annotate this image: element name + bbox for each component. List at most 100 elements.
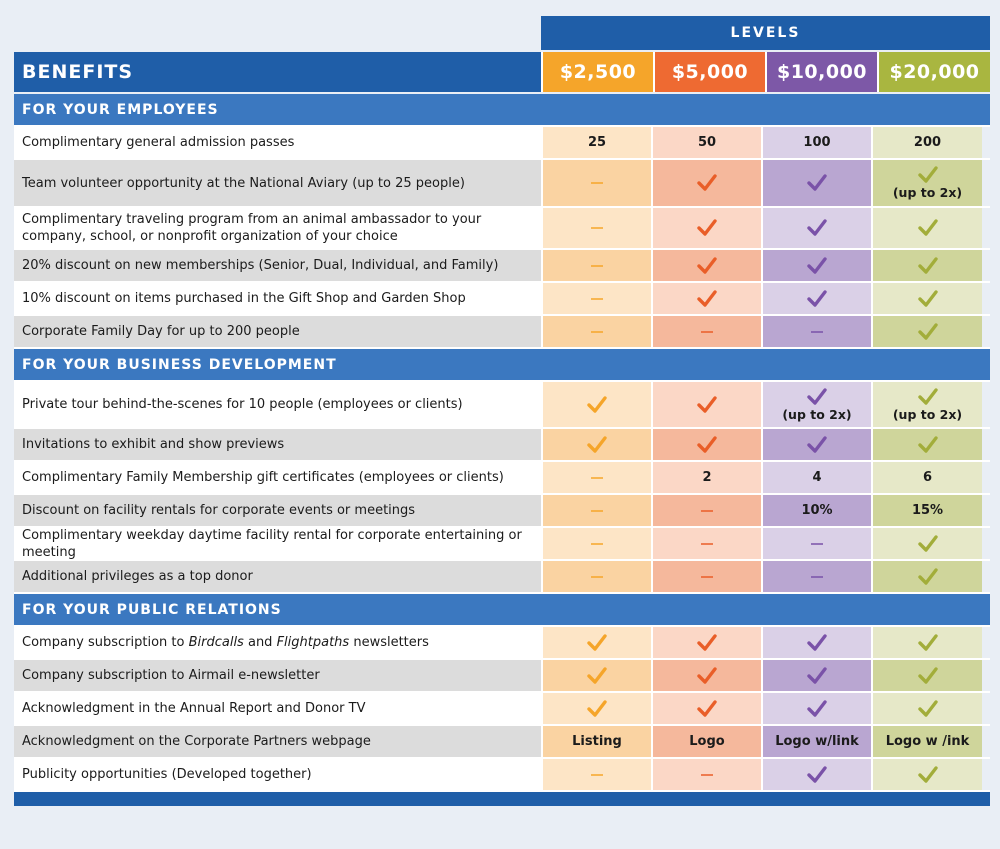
table-row: 10% discount on items purchased in the G… xyxy=(14,283,990,316)
level-5000-header: $5,000 xyxy=(655,52,765,92)
dash-icon xyxy=(701,330,713,333)
level-cell xyxy=(541,316,651,347)
level-cell: 200 xyxy=(871,127,982,158)
dash-icon xyxy=(811,330,823,333)
level-cell xyxy=(651,382,761,427)
dash-icon xyxy=(811,542,823,545)
table-row: Corporate Family Day for up to 200 peopl… xyxy=(14,316,990,349)
level-cell xyxy=(651,429,761,460)
benefit-label: Complimentary general admission passes xyxy=(14,127,541,158)
section-header: FOR YOUR BUSINESS DEVELOPMENT xyxy=(14,349,990,382)
check-icon xyxy=(697,395,717,413)
column-header-row: BENEFITS $2,500 $5,000 $10,000 $20,000 xyxy=(14,52,990,92)
level-cell: (up to 2x) xyxy=(761,382,871,427)
level-cell xyxy=(651,528,761,559)
check-icon xyxy=(697,219,717,236)
cell-value: Logo w /ink xyxy=(885,734,970,749)
level-cell: (up to 2x) xyxy=(871,160,982,206)
cell-value: 4 xyxy=(812,470,822,485)
benefit-label: Private tour behind-the-scenes for 10 pe… xyxy=(14,382,541,427)
dash-icon xyxy=(701,773,713,776)
dash-icon xyxy=(591,575,603,578)
cell-value: 6 xyxy=(922,470,933,485)
cell-note: (up to 2x) xyxy=(892,185,963,200)
level-2500-header: $2,500 xyxy=(543,52,653,92)
check-icon xyxy=(917,567,938,585)
level-cell xyxy=(541,429,651,460)
level-cell: (up to 2x) xyxy=(871,382,982,427)
level-cell xyxy=(871,250,982,281)
table-row: Private tour behind-the-scenes for 10 pe… xyxy=(14,382,990,429)
level-cell: 50 xyxy=(651,127,761,158)
level-cell xyxy=(651,561,761,592)
level-cell xyxy=(761,561,871,592)
check-icon xyxy=(697,174,717,191)
check-icon xyxy=(917,256,938,274)
level-cell: Logo w /ink xyxy=(871,726,982,757)
level-cell: 15% xyxy=(871,495,982,526)
check-icon xyxy=(917,765,938,783)
level-cell xyxy=(651,250,761,281)
check-icon xyxy=(917,699,938,717)
dash-icon xyxy=(701,575,713,578)
dash-icon xyxy=(591,227,603,229)
cell-note: (up to 2x) xyxy=(892,406,963,422)
benefit-text-part: Company subscription to xyxy=(22,635,189,650)
check-icon xyxy=(697,633,717,651)
check-icon xyxy=(697,699,717,717)
level-cell xyxy=(651,316,761,347)
level-cell xyxy=(651,759,761,790)
level-cell xyxy=(541,759,651,790)
dash-icon xyxy=(591,476,603,479)
cell-value: 100 xyxy=(803,135,831,150)
check-icon xyxy=(917,219,938,236)
cell-value: 10% xyxy=(801,503,833,518)
level-cell xyxy=(651,693,761,724)
table-row: Additional privileges as a top donor xyxy=(14,561,990,594)
level-cell xyxy=(541,693,651,724)
table-row: Invitations to exhibit and show previews xyxy=(14,429,990,462)
level-cell xyxy=(761,250,871,281)
cell-note: (up to 2x) xyxy=(782,406,852,422)
check-icon xyxy=(917,666,938,684)
check-icon xyxy=(807,219,827,236)
check-icon xyxy=(917,435,938,453)
level-cell: Listing xyxy=(541,726,651,757)
level-cell xyxy=(651,627,761,658)
check-icon xyxy=(807,174,827,191)
benefit-text-part: Flightpaths xyxy=(276,635,350,650)
footer-bar xyxy=(14,792,990,806)
level-cell: 4 xyxy=(761,462,871,493)
level-cell xyxy=(651,660,761,691)
dash-icon xyxy=(811,575,823,578)
benefit-text-part: newsletters xyxy=(349,635,429,650)
level-cell xyxy=(761,627,871,658)
check-icon xyxy=(807,289,827,307)
level-cell xyxy=(541,382,651,427)
level-cell xyxy=(761,660,871,691)
level-cell xyxy=(871,528,982,559)
level-cell xyxy=(541,160,651,206)
benefit-label: Acknowledgment in the Annual Report and … xyxy=(14,693,541,724)
cell-value: 25 xyxy=(587,135,607,150)
level-cell xyxy=(651,495,761,526)
check-icon xyxy=(917,633,938,651)
level-cell xyxy=(871,208,982,248)
dash-icon xyxy=(591,297,603,300)
level-cell: 100 xyxy=(761,127,871,158)
level-cell xyxy=(541,660,651,691)
benefit-label: Additional privileges as a top donor xyxy=(14,561,541,592)
benefit-label: Team volunteer opportunity at the Nation… xyxy=(14,160,541,206)
level-cell xyxy=(871,561,982,592)
table-row: Acknowledgment in the Annual Report and … xyxy=(14,693,990,726)
table-row: Team volunteer opportunity at the Nation… xyxy=(14,160,990,208)
level-cell: 6 xyxy=(871,462,982,493)
level-cell xyxy=(651,283,761,314)
dash-icon xyxy=(591,509,603,512)
level-cell: Logo xyxy=(651,726,761,757)
cell-value: 15% xyxy=(911,503,944,518)
level-cell xyxy=(871,429,982,460)
check-icon xyxy=(587,395,607,413)
table-row: Company subscription to Airmail e-newsle… xyxy=(14,660,990,693)
check-icon xyxy=(807,633,827,651)
